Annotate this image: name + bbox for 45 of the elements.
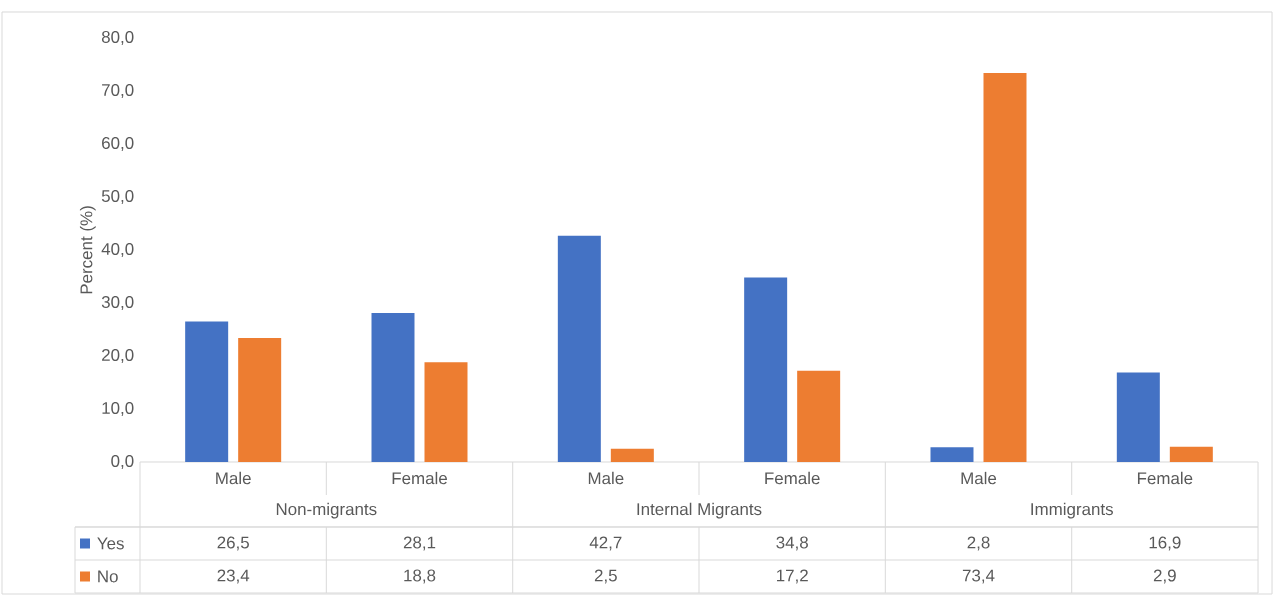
y-tick-label: 30,0 (101, 296, 134, 310)
legend-label: Yes (97, 537, 124, 550)
y-tick-label: 20,0 (102, 349, 134, 363)
bar (930, 447, 974, 462)
data-label: 26,5 (217, 536, 249, 551)
x-tick-label: Female (392, 471, 447, 485)
bar (1116, 372, 1160, 462)
data-label: 73,4 (962, 569, 995, 584)
data-label: 34,8 (776, 536, 808, 551)
data-label: 2,8 (967, 536, 990, 551)
y-tick-label: 60,0 (102, 137, 134, 151)
text: Internal Migrants (637, 502, 762, 519)
x-tick-label: Male (588, 471, 624, 485)
y-tick-label: 80,0 (101, 31, 134, 45)
bar (557, 235, 601, 462)
x-tick-label: Male (216, 471, 251, 485)
bar (744, 277, 788, 462)
text: Non-migrants (276, 502, 377, 519)
y-axis-title: Percent (%) (79, 206, 96, 294)
bar (797, 370, 841, 462)
data-label: 23,4 (217, 569, 250, 584)
bar (983, 72, 1027, 462)
bar (371, 313, 415, 462)
legend-label: No (98, 570, 118, 583)
data-label: 16,9 (1149, 536, 1181, 551)
x-tick-label: Female (765, 471, 820, 485)
bar (185, 321, 229, 462)
bar (1169, 446, 1213, 462)
bar (238, 337, 282, 462)
x-tick-label: Female (1137, 471, 1193, 485)
y-tick-label: 40,0 (101, 243, 134, 257)
y-tick-label: 10,0 (102, 402, 134, 416)
data-label: 18,8 (404, 569, 436, 584)
text: Immigrants (1031, 502, 1113, 519)
data-label: 2,9 (1153, 569, 1176, 584)
y-tick-label: 50,0 (101, 190, 134, 204)
data-label: 17,2 (777, 569, 808, 584)
data-label: 2,5 (594, 569, 617, 584)
data-label: 28,1 (403, 536, 436, 551)
data-label: 42,7 (589, 536, 622, 551)
bar (424, 362, 468, 462)
y-tick-label: 0,0 (111, 455, 134, 469)
y-tick-label: 70,0 (102, 84, 134, 98)
x-tick-label: Male (961, 471, 997, 485)
bar (610, 448, 654, 462)
